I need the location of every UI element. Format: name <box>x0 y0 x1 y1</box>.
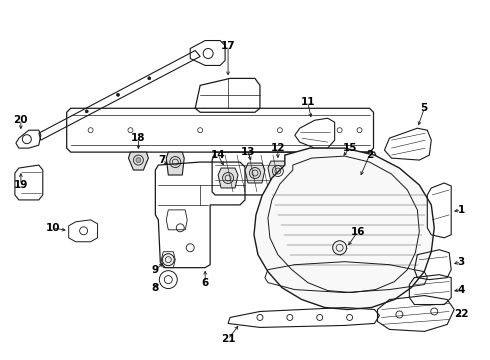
Text: 17: 17 <box>221 41 235 50</box>
Text: 4: 4 <box>458 284 465 294</box>
Text: 11: 11 <box>300 97 315 107</box>
Text: 5: 5 <box>421 103 428 113</box>
Text: 19: 19 <box>14 180 28 190</box>
Text: 16: 16 <box>350 227 365 237</box>
Text: 22: 22 <box>454 310 468 319</box>
Polygon shape <box>268 161 288 181</box>
Text: 2: 2 <box>366 150 373 160</box>
Circle shape <box>162 254 174 266</box>
Polygon shape <box>254 148 434 310</box>
Circle shape <box>117 93 120 96</box>
Circle shape <box>333 241 346 255</box>
Text: 18: 18 <box>131 133 146 143</box>
Text: 12: 12 <box>270 143 285 153</box>
Text: 14: 14 <box>211 150 225 160</box>
Circle shape <box>85 110 88 113</box>
Polygon shape <box>218 168 238 188</box>
Polygon shape <box>166 152 184 175</box>
Text: 1: 1 <box>458 205 465 215</box>
Text: 8: 8 <box>152 283 159 293</box>
Text: 15: 15 <box>343 143 357 153</box>
Text: 6: 6 <box>201 278 209 288</box>
Text: 9: 9 <box>152 265 159 275</box>
Text: 21: 21 <box>221 334 235 345</box>
Text: 3: 3 <box>458 257 465 267</box>
Text: 20: 20 <box>14 115 28 125</box>
Circle shape <box>136 158 141 163</box>
Polygon shape <box>128 152 148 170</box>
Text: 13: 13 <box>241 147 255 157</box>
Text: 7: 7 <box>159 155 166 165</box>
Circle shape <box>148 77 151 80</box>
Text: 10: 10 <box>46 223 60 233</box>
Polygon shape <box>245 163 265 183</box>
